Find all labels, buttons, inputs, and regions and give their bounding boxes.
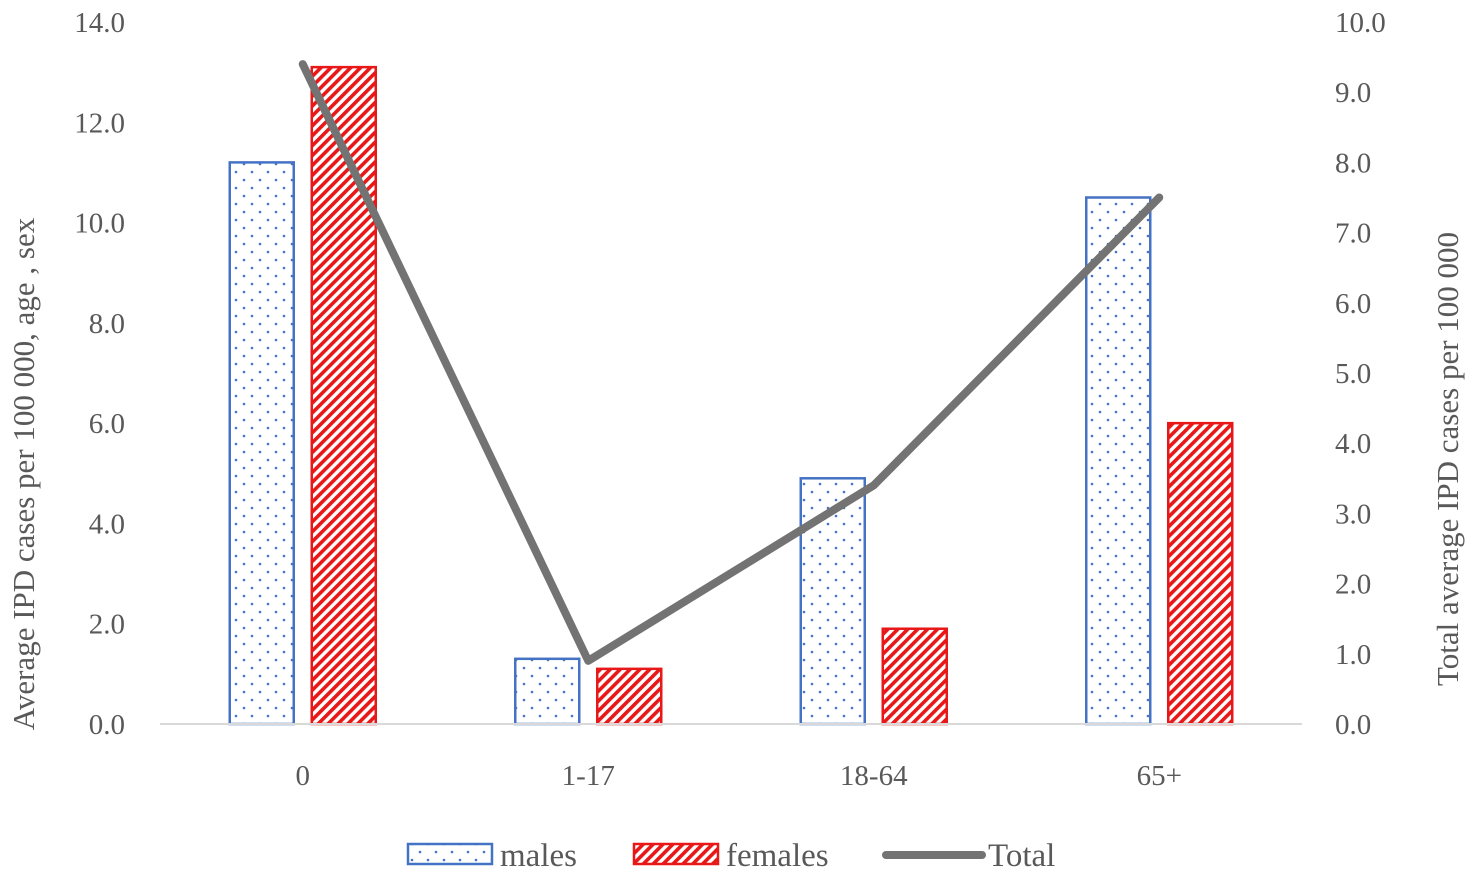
y2-tick-label: 8.0 [1335,147,1371,179]
legend: males females Total [406,838,1055,874]
x-tick-label: 65+ [1137,760,1182,792]
line-Total [298,60,1164,665]
y2-tick-label: 1.0 [1335,639,1371,671]
y-tick-label: 4.0 [89,508,125,540]
legend-item-total: Total [882,838,1055,874]
left-axis-ticks: 0.0 2.0 4.0 6.0 8.0 10.0 12.0 14.0 [74,7,125,741]
legend-swatch-females [632,842,720,866]
y2-tick-label: 9.0 [1335,77,1371,109]
y-tick-label: 0.0 [89,709,125,741]
y-tick-label: 8.0 [89,308,125,340]
bar-males-0 [228,161,295,726]
y-tick-label: 6.0 [89,408,125,440]
y-tick-label: 12.0 [74,107,125,139]
y2-tick-label: 4.0 [1335,428,1371,460]
left-axis-title: Average IPD cases per 100 000, age , sex [6,217,41,730]
y2-tick-label: 2.0 [1335,569,1371,601]
bar-females-1-17 [596,667,663,726]
x-tick-label: 0 [296,760,311,792]
legend-item-females: females [632,838,829,874]
x-tick-label: 18-64 [840,760,908,792]
y2-tick-label: 5.0 [1335,358,1371,390]
y-tick-label: 10.0 [74,208,125,240]
bar-females-65+ [1167,421,1234,726]
y-tick-label: 14.0 [74,7,125,39]
y2-tick-label: 7.0 [1335,218,1371,250]
bar-males-65+ [1085,196,1152,726]
x-tick-label: 1-17 [562,760,615,792]
legend-swatch-males [406,842,494,866]
legend-label-males: males [500,838,577,874]
y2-tick-label: 3.0 [1335,498,1371,530]
total-line-series [298,60,1164,665]
right-axis-ticks: 0.0 1.0 2.0 3.0 4.0 5.0 6.0 7.0 8.0 9.0 10.0 [1335,7,1386,741]
y-tick-label: 2.0 [89,609,125,641]
bar-females-0 [310,65,377,726]
bars [228,65,1234,726]
x-axis-ticks: 0 1-17 18-64 65+ [296,760,1182,792]
right-axis-title: Total average IPD cases per 100 000 [1430,232,1465,686]
y2-tick-label: 6.0 [1335,288,1371,320]
bar-females-18-64 [881,627,948,726]
y2-tick-label: 0.0 [1335,709,1371,741]
bar-males-1-17 [514,657,581,726]
legend-label-total: Total [988,838,1055,874]
legend-item-males: males [406,838,577,874]
legend-label-females: females [726,838,829,874]
y2-tick-label: 10.0 [1335,7,1386,39]
